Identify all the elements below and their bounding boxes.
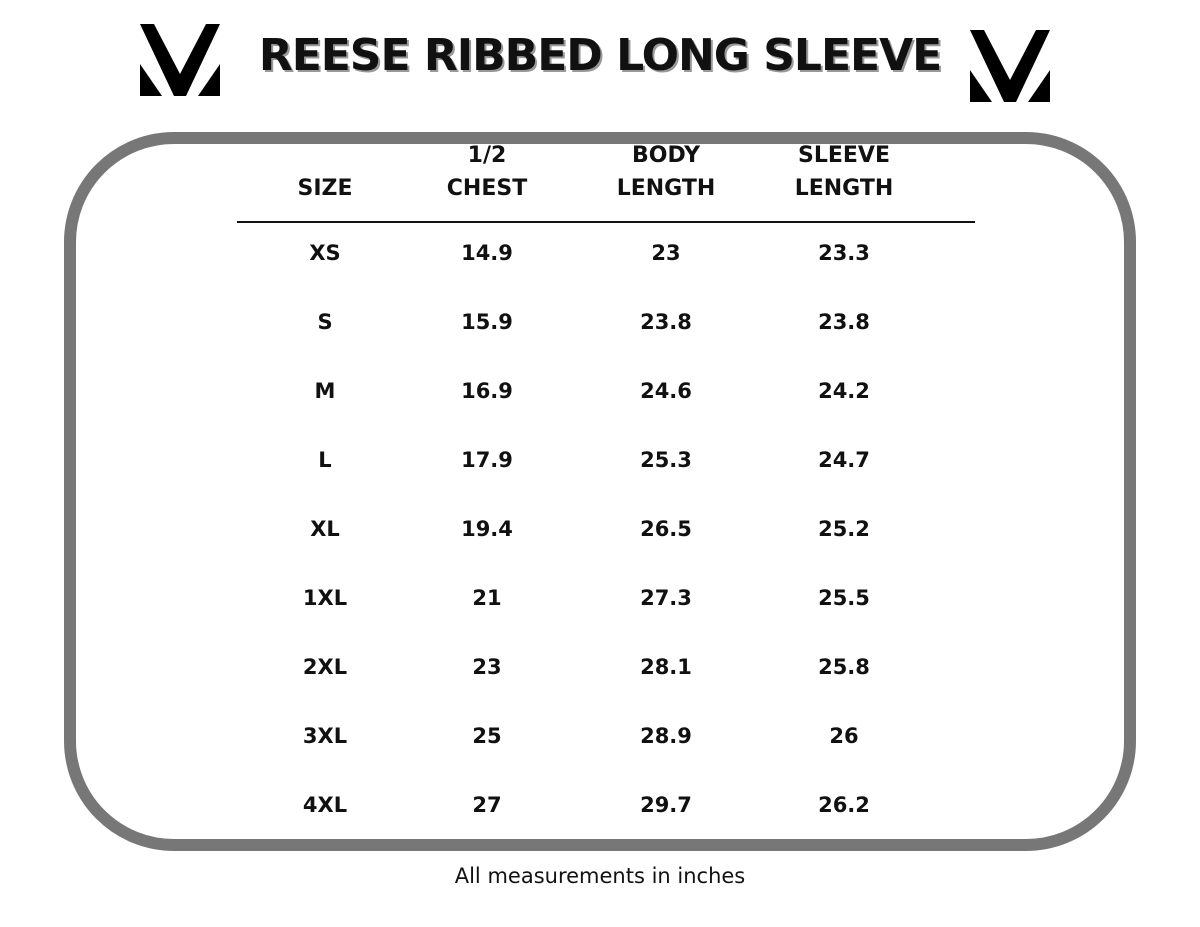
table-cell: 15.9 xyxy=(461,310,513,334)
table-cell: 25.8 xyxy=(818,655,870,679)
table-cell: 23 xyxy=(651,241,681,265)
table-cell: 23.8 xyxy=(818,310,870,334)
column-header: SLEEVE LENGTH xyxy=(794,143,894,201)
table-cell: 14.9 xyxy=(461,241,513,265)
table-cell: 23.8 xyxy=(640,310,692,334)
table-cell: 3XL xyxy=(302,724,348,748)
table-cell: 27.3 xyxy=(640,586,692,610)
table-cell: 26.5 xyxy=(640,517,692,541)
table-cell: 25.2 xyxy=(818,517,870,541)
table-cell: XS xyxy=(309,241,341,265)
title: REESE RIBBED LONG SLEEVE xyxy=(258,30,942,81)
table-cell: 17.9 xyxy=(461,448,513,472)
table-cell: S xyxy=(317,310,333,334)
table-cell: 29.7 xyxy=(640,793,692,817)
table-cell: M xyxy=(314,379,336,403)
table-cell: 23 xyxy=(472,655,502,679)
table-cell: L xyxy=(318,448,332,472)
logo xyxy=(970,30,1050,102)
table-cell: 27 xyxy=(472,793,502,817)
table-cell: 24.2 xyxy=(818,379,870,403)
table-cell: 1XL xyxy=(302,586,348,610)
table-cell: 28.9 xyxy=(640,724,692,748)
table-cell: 16.9 xyxy=(461,379,513,403)
table-cell: 26 xyxy=(829,724,859,748)
table-cell: 24.7 xyxy=(818,448,870,472)
table-frame xyxy=(64,132,1136,851)
table-cell: 21 xyxy=(472,586,502,610)
table-cell: XL xyxy=(310,517,340,541)
table-cell: 4XL xyxy=(302,793,348,817)
table-cell: 28.1 xyxy=(640,655,692,679)
table-cell: 25 xyxy=(472,724,502,748)
column-header: SIZE xyxy=(297,176,353,201)
logo xyxy=(140,24,220,96)
table-cell: 25.5 xyxy=(818,586,870,610)
footer-note: All measurements in inches xyxy=(454,864,746,888)
column-header: 1/2 CHEST xyxy=(446,143,528,201)
table-cell: 23.3 xyxy=(818,241,870,265)
table-cell: 2XL xyxy=(302,655,348,679)
header-rule xyxy=(237,221,975,223)
table-cell: 19.4 xyxy=(461,517,513,541)
table-cell: 24.6 xyxy=(640,379,692,403)
column-header: BODY LENGTH xyxy=(616,143,716,201)
table-cell: 26.2 xyxy=(818,793,870,817)
table-cell: 25.3 xyxy=(640,448,692,472)
